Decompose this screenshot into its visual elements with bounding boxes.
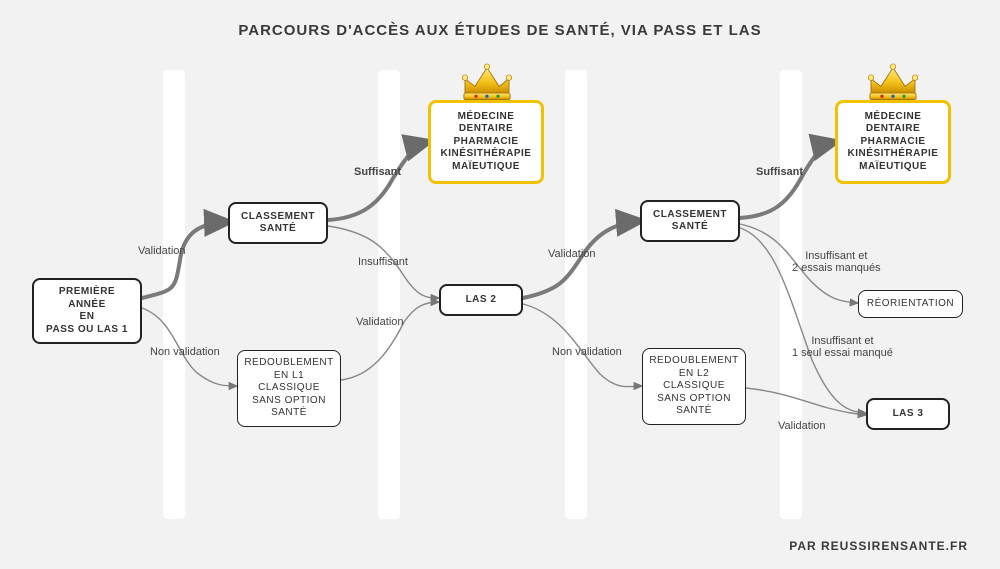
edge-label-validation1b: Validation [356, 316, 404, 328]
node-goal2: MÉDECINE DENTAIRE PHARMACIE KINÉSITHÉRAP… [835, 100, 951, 184]
node-redoub1: REDOUBLEMENT EN L1 CLASSIQUE SANS OPTION… [237, 350, 341, 427]
edge-label-nonval2: Non validation [552, 346, 622, 358]
node-las2: LAS 2 [439, 284, 523, 316]
node-redoub2: REDOUBLEMENT EN L2 CLASSIQUE SANS OPTION… [642, 348, 746, 425]
node-las3: LAS 3 [866, 398, 950, 430]
node-start: PREMIÈRE ANNÉE EN PASS OU LAS 1 [32, 278, 142, 344]
node-reorient: RÉORIENTATION [858, 290, 963, 318]
stage-bar-3 [565, 70, 587, 519]
edge-label-validation2: Validation [548, 248, 596, 260]
stage-bar-1 [163, 70, 185, 519]
edge-label-insuf2a: Insuffisant et 2 essais manqués [792, 250, 881, 274]
node-class2: CLASSEMENT SANTÉ [640, 200, 740, 242]
edge-label-validation2b: Validation [778, 420, 826, 432]
edge-label-nonval1: Non validation [150, 346, 220, 358]
stage-bar-2 [378, 70, 400, 519]
edge [142, 222, 228, 298]
edge [746, 388, 866, 415]
crown-icon [458, 60, 516, 104]
stage-bar-4 [780, 70, 802, 519]
edge-label-suffisant2: Suffisant [756, 166, 803, 178]
node-class1: CLASSEMENT SANTÉ [228, 202, 328, 244]
edge-label-suffisant1: Suffisant [354, 166, 401, 178]
page-title: PARCOURS D'ACCÈS AUX ÉTUDES DE SANTÉ, VI… [0, 22, 1000, 39]
footer-credit: PAR REUSSIRENSANTE.FR [789, 539, 968, 553]
edge-label-insuffisant1: Insuffisant [358, 256, 408, 268]
node-goal1: MÉDECINE DENTAIRE PHARMACIE KINÉSITHÉRAP… [428, 100, 544, 184]
crown-icon [864, 60, 922, 104]
edge-label-validation1: Validation [138, 245, 186, 257]
edge-label-insuf2b: Insuffisant et 1 seul essai manqué [792, 335, 893, 359]
